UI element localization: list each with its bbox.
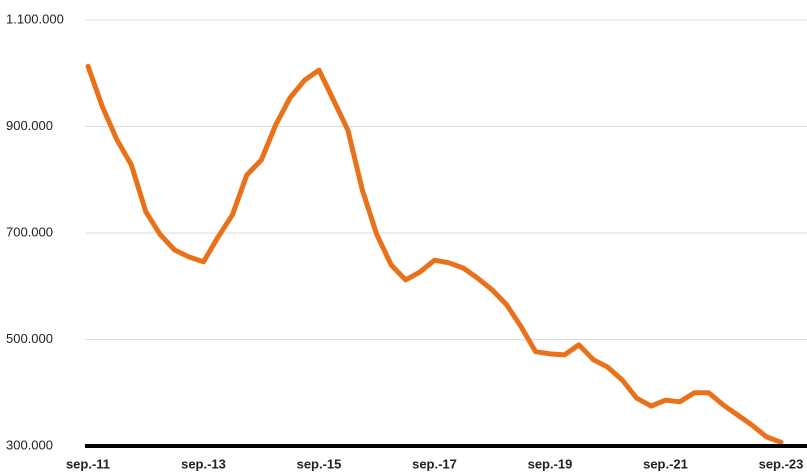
x-tick-label: sep.-23 bbox=[759, 456, 804, 471]
y-tick-label: 900.000 bbox=[6, 118, 53, 133]
x-tick-label: sep.-21 bbox=[643, 456, 688, 471]
x-tick-label: sep.-17 bbox=[412, 456, 457, 471]
y-tick-label: 1.100.000 bbox=[6, 11, 64, 26]
x-tick-label: sep.-13 bbox=[181, 456, 226, 471]
data-line bbox=[85, 63, 784, 445]
x-tick-label: sep.-15 bbox=[297, 456, 342, 471]
y-tick-label: 500.000 bbox=[6, 331, 53, 346]
y-tick-label: 300.000 bbox=[6, 437, 53, 452]
x-tick-label: sep.-11 bbox=[66, 456, 110, 471]
x-tick-label: sep.-19 bbox=[528, 456, 573, 471]
y-tick-label: 700.000 bbox=[6, 224, 53, 239]
